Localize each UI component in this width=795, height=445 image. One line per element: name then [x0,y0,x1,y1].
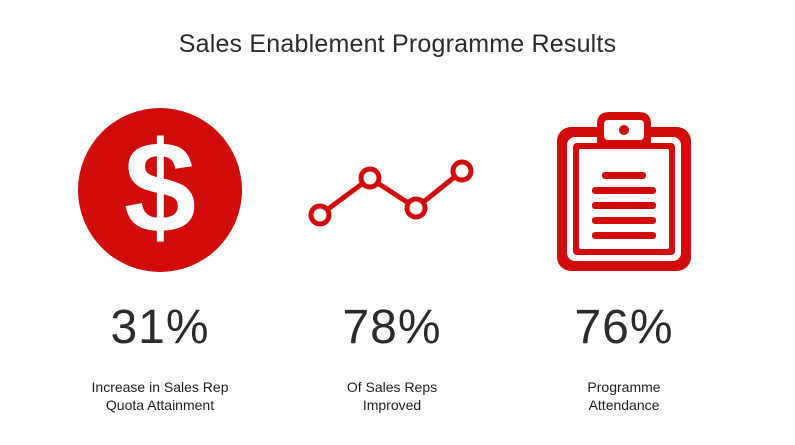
stat-value: 31% [110,301,210,354]
stat-reps-improved: 78% Of Sales Reps Improved [262,0,522,445]
dollar-circle-icon: $ [78,108,242,272]
stat-label: Programme Attendance [494,378,754,414]
page-title: Sales Enablement Programme Results [178,30,617,58]
stat-quota-attainment: $ 31% Increase in Sales Rep Quota Attain… [30,0,290,445]
stat-value: 78% [342,301,442,354]
line-trend-icon [308,159,474,227]
stat-label-line: Improved [362,397,422,413]
stat-label-line: Increase in Sales Rep [91,379,229,395]
stat-label-line: Attendance [588,397,660,413]
stat-label: Increase in Sales Rep Quota Attainment [30,378,290,414]
svg-text:$: $ [124,114,196,260]
stat-label-line: Programme [587,379,661,395]
stat-label-line: Of Sales Reps [346,379,438,395]
stat-label-line: Quota Attainment [105,397,215,413]
stat-programme-attendance: 76% Programme Attendance [494,0,754,445]
clipboard-icon [557,112,691,271]
stat-label: Of Sales Reps Improved [262,378,522,414]
stat-value: 76% [574,301,674,354]
